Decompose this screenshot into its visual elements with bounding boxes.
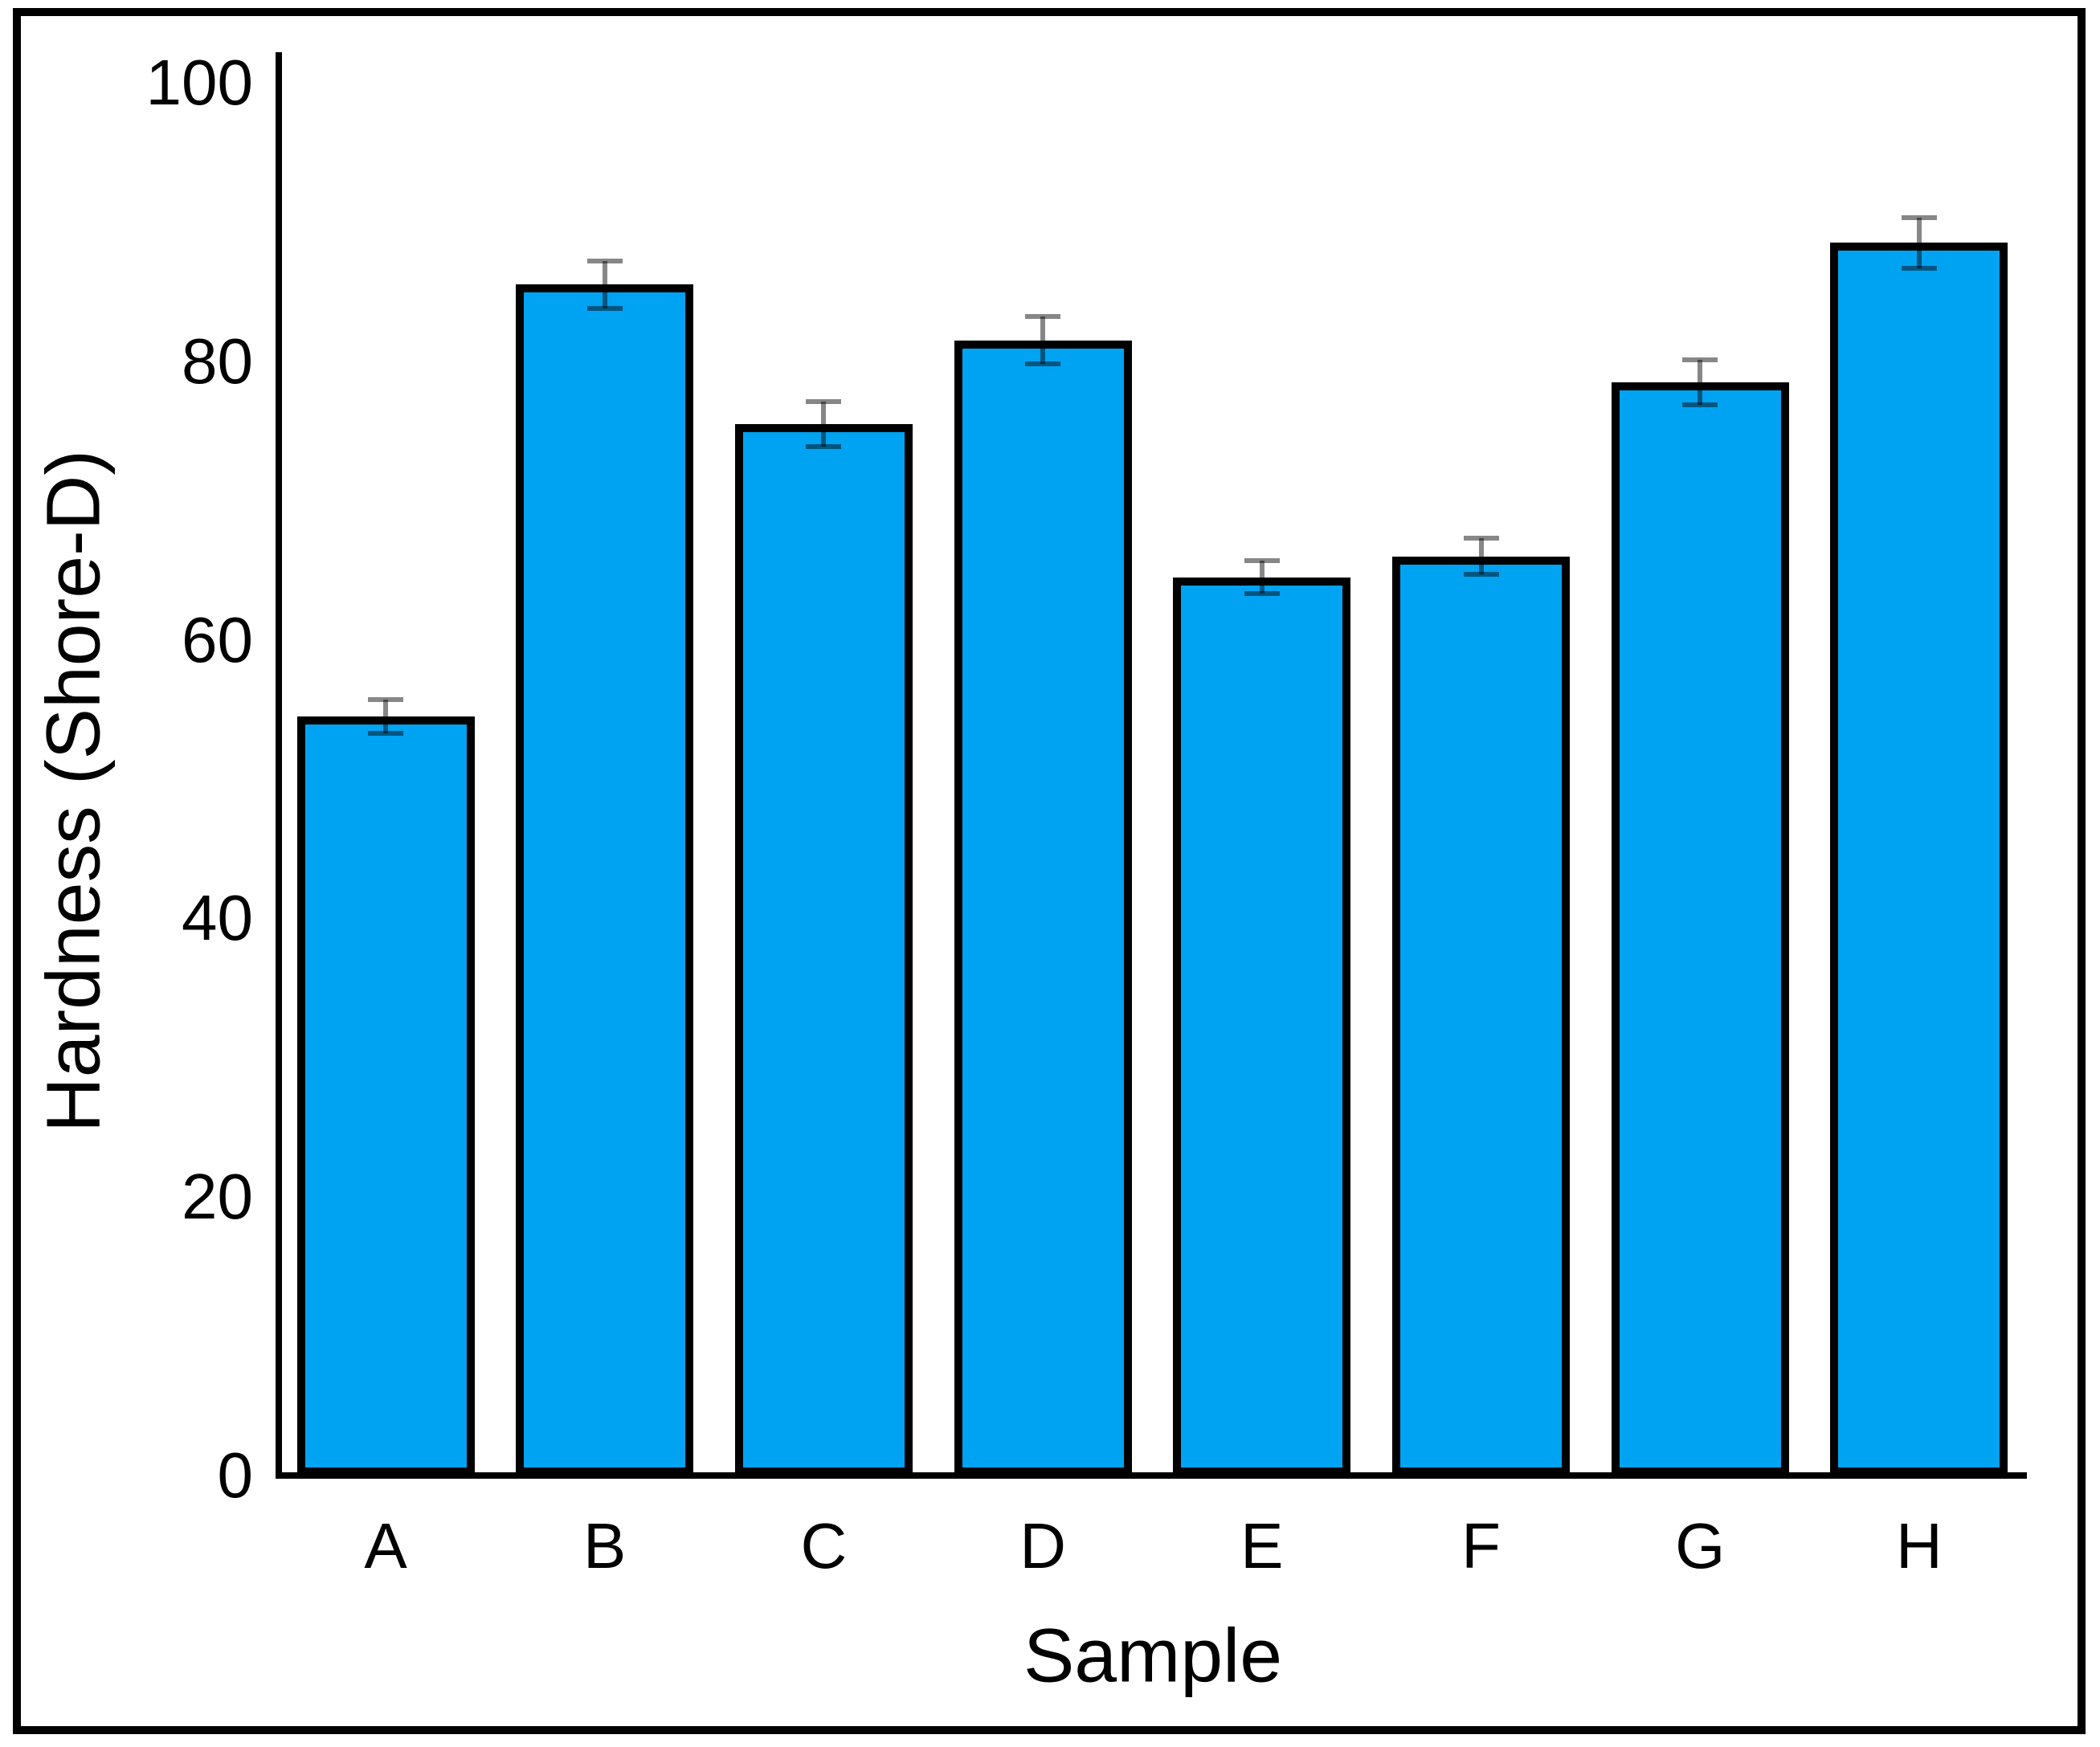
error-bar-cap-top-B (586, 258, 623, 263)
y-tick-label: 0 (217, 1439, 254, 1511)
bar-D (954, 340, 1132, 1476)
error-bar-stem-E (1259, 560, 1264, 594)
x-tick-label-H: H (1896, 1510, 1943, 1582)
figure-border (13, 8, 2086, 1734)
y-tick-label: 60 (182, 603, 253, 676)
y-axis-line (276, 52, 282, 1476)
y-tick-label: 80 (182, 325, 253, 397)
error-bar-cap-top-G (1682, 357, 1718, 363)
x-tick-label-F: F (1461, 1510, 1501, 1582)
error-bar-cap-top-C (806, 399, 842, 405)
error-bar-stem-G (1698, 360, 1703, 405)
bar-A (296, 716, 475, 1476)
x-tick-label-B: B (583, 1510, 627, 1582)
error-bar-cap-top-A (368, 697, 403, 703)
y-tick-label: 100 (145, 47, 253, 118)
error-bar-cap-bottom-D (1025, 361, 1061, 367)
x-tick-label-A: A (364, 1510, 407, 1582)
error-bar-cap-bottom-A (368, 730, 403, 736)
y-axis-title: Hardness (Shore-D) (31, 450, 116, 1133)
bar-H (1830, 243, 2008, 1476)
bar-E (1173, 577, 1351, 1476)
error-bar-cap-bottom-C (806, 443, 842, 449)
x-axis-line (276, 1472, 2027, 1479)
x-tick-label-D: D (1019, 1510, 1066, 1582)
bar-F (1392, 556, 1570, 1476)
error-bar-cap-bottom-E (1244, 591, 1280, 597)
x-tick-label-G: G (1675, 1510, 1726, 1582)
error-bar-stem-A (383, 700, 388, 733)
error-bar-stem-D (1040, 316, 1046, 365)
error-bar-cap-top-H (1901, 215, 1937, 221)
error-bar-cap-top-D (1025, 314, 1061, 320)
error-bar-cap-bottom-H (1901, 265, 1937, 271)
error-bar-cap-top-E (1244, 557, 1280, 563)
error-bar-cap-bottom-G (1682, 402, 1718, 407)
y-tick-label: 20 (182, 1161, 253, 1233)
x-axis-title: Sample (1023, 1613, 1283, 1699)
x-tick-label-C: C (800, 1510, 848, 1582)
error-bar-stem-F (1478, 538, 1484, 575)
error-bar-stem-H (1916, 218, 1922, 268)
error-bar-stem-B (602, 260, 607, 308)
bar-G (1611, 382, 1789, 1476)
error-bar-cap-bottom-B (586, 305, 623, 311)
bar-C (734, 423, 913, 1476)
error-bar-cap-bottom-F (1463, 572, 1499, 578)
error-bar-cap-top-F (1463, 536, 1499, 541)
error-bar-stem-C (821, 402, 827, 447)
x-tick-label-E: E (1240, 1510, 1284, 1582)
bar-B (516, 284, 694, 1476)
y-tick-label: 40 (182, 882, 253, 954)
